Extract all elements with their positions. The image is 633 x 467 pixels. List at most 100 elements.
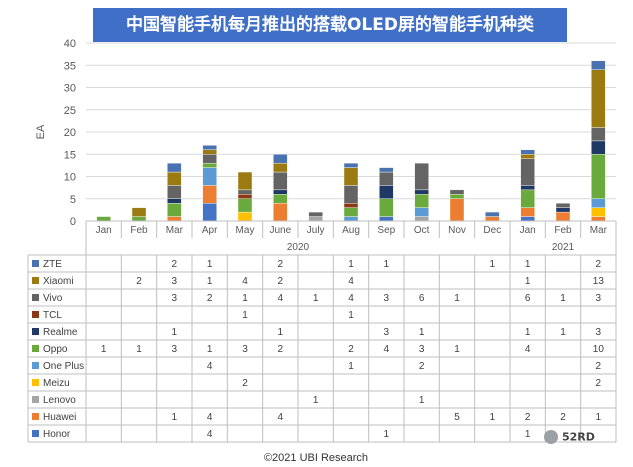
bar-segment-one-plus bbox=[414, 207, 429, 217]
table-cell-value: 4 bbox=[207, 412, 213, 423]
bar-segment-xiaomi bbox=[131, 207, 147, 217]
bars bbox=[96, 60, 606, 222]
table-cell-value: 1 bbox=[560, 327, 566, 338]
bar-segment-tcl bbox=[237, 194, 253, 199]
bar-segment-meizu bbox=[237, 211, 253, 222]
x-tick-label: Feb bbox=[130, 225, 148, 236]
table-cell-value: 1 bbox=[101, 344, 107, 355]
bar-segment-huawei bbox=[202, 185, 217, 204]
table-cell-value: 4 bbox=[348, 276, 354, 287]
copyright-text: ©2021 UBI Research bbox=[264, 452, 368, 464]
legend-swatch bbox=[32, 311, 39, 318]
bar-segment-oppo bbox=[202, 162, 217, 168]
table-cell-value: 2 bbox=[278, 344, 284, 355]
legend-swatch bbox=[32, 379, 39, 386]
bar-segment-lenovo bbox=[308, 216, 323, 222]
table-cell-value: 4 bbox=[348, 293, 354, 304]
legend-label: Oppo bbox=[43, 344, 68, 355]
bar-segment-vivo bbox=[379, 171, 394, 186]
bar-segment-oppo bbox=[379, 198, 394, 217]
legend-label: Realme bbox=[43, 327, 78, 338]
bar-segment-zte bbox=[591, 60, 606, 70]
bar-segment-one-plus bbox=[343, 216, 359, 222]
table-cell-value: 6 bbox=[419, 293, 425, 304]
legend-label: Xiaomi bbox=[43, 276, 74, 287]
y-tick-label: 35 bbox=[64, 60, 76, 72]
legend-swatch bbox=[32, 294, 39, 301]
bar-segment-realme bbox=[167, 198, 182, 204]
bar-segment-xiaomi bbox=[237, 171, 253, 191]
table-cell-value: 1 bbox=[525, 276, 531, 287]
table-cell-value: 1 bbox=[419, 327, 425, 338]
bar-segment-huawei bbox=[555, 211, 571, 222]
table-cell-value: 1 bbox=[419, 395, 425, 406]
bar-segment-oppo bbox=[591, 154, 606, 199]
table-cell-value: 4 bbox=[278, 293, 284, 304]
legend-swatch bbox=[32, 328, 39, 335]
table-cell-value: 4 bbox=[278, 412, 284, 423]
x-tick-label: Sep bbox=[377, 225, 395, 236]
table-cell-value: 5 bbox=[454, 412, 460, 423]
bar-segment-huawei bbox=[273, 202, 288, 222]
table-cell-value: 10 bbox=[593, 344, 605, 355]
x-tick-label: July bbox=[307, 225, 325, 236]
y-tick-label: 15 bbox=[64, 149, 76, 161]
x-tick-label: Nov bbox=[448, 225, 466, 236]
bar-segment-realme bbox=[591, 140, 606, 155]
year-label: 2021 bbox=[552, 242, 575, 253]
bar-segment-vivo bbox=[555, 202, 571, 208]
table-cell-value: 3 bbox=[242, 344, 248, 355]
bar-segment-oppo bbox=[96, 216, 111, 222]
bar-segment-zte bbox=[202, 145, 217, 151]
legend-label: Lenovo bbox=[43, 395, 76, 406]
x-tick-label: Jan bbox=[520, 225, 536, 236]
chart-title: 中国智能手机每月推出的搭载OLED屏的智能手机种类 bbox=[93, 8, 567, 42]
table-cell-value: 3 bbox=[172, 293, 178, 304]
legend-swatch bbox=[32, 396, 39, 403]
table-cell-value: 1 bbox=[207, 276, 213, 287]
bar-segment-vivo bbox=[167, 185, 182, 199]
bar-segment-xiaomi bbox=[591, 69, 606, 128]
x-tick-label: Aug bbox=[342, 225, 360, 236]
table-cell-value: 2 bbox=[172, 259, 178, 270]
table-cell-value: 1 bbox=[172, 327, 178, 338]
table-cell-value: 4 bbox=[242, 276, 248, 287]
table-cell-value: 2 bbox=[278, 259, 284, 270]
bar-segment-oppo bbox=[131, 216, 147, 222]
data-table: Jan Feb Mar Apr May June July Aug Sep Oct Nov Dec Ja… bbox=[27, 220, 617, 443]
legend-label: TCL bbox=[43, 310, 62, 321]
table-cell-value: 2 bbox=[560, 412, 566, 423]
table-cell-value: 1 bbox=[596, 412, 602, 423]
legend-label: ZTE bbox=[43, 259, 62, 270]
legend-label: Huawei bbox=[43, 412, 76, 423]
bar-segment-realme bbox=[379, 185, 394, 199]
legend-swatch bbox=[32, 430, 39, 437]
table-cell-value: 3 bbox=[384, 327, 390, 338]
y-tick-label: 25 bbox=[64, 105, 76, 117]
table-cell-value: 1 bbox=[525, 259, 531, 270]
table-cell-value: 1 bbox=[348, 310, 354, 321]
table-cell-value: 1 bbox=[384, 429, 390, 440]
legend-swatch bbox=[32, 413, 39, 420]
table-cell-value: 2 bbox=[596, 259, 602, 270]
bar-segment-oppo bbox=[167, 202, 182, 217]
y-tick-label: 5 bbox=[70, 194, 76, 206]
y-tick-label: 10 bbox=[64, 172, 76, 184]
bar-segment-vivo bbox=[591, 127, 606, 142]
table-cell-value: 4 bbox=[525, 344, 531, 355]
y-axis-label: EA bbox=[35, 124, 47, 139]
bar-segment-vivo bbox=[237, 189, 253, 195]
table-cell-value: 4 bbox=[207, 361, 213, 372]
table-cell-value: 3 bbox=[384, 293, 390, 304]
bar-segment-vivo bbox=[449, 189, 465, 195]
table-cell-value: 1 bbox=[525, 327, 531, 338]
legend-swatch bbox=[32, 362, 39, 369]
x-tick-label: Dec bbox=[483, 225, 501, 236]
bar-segment-one-plus bbox=[591, 198, 606, 208]
table-cell-value: 2 bbox=[207, 293, 213, 304]
bar-segment-oppo bbox=[273, 194, 288, 204]
bar-segment-huawei bbox=[485, 216, 500, 222]
bar-segment-realme bbox=[520, 185, 535, 191]
bar-segment-xiaomi bbox=[273, 162, 288, 173]
bar-segment-xiaomi bbox=[520, 154, 535, 159]
